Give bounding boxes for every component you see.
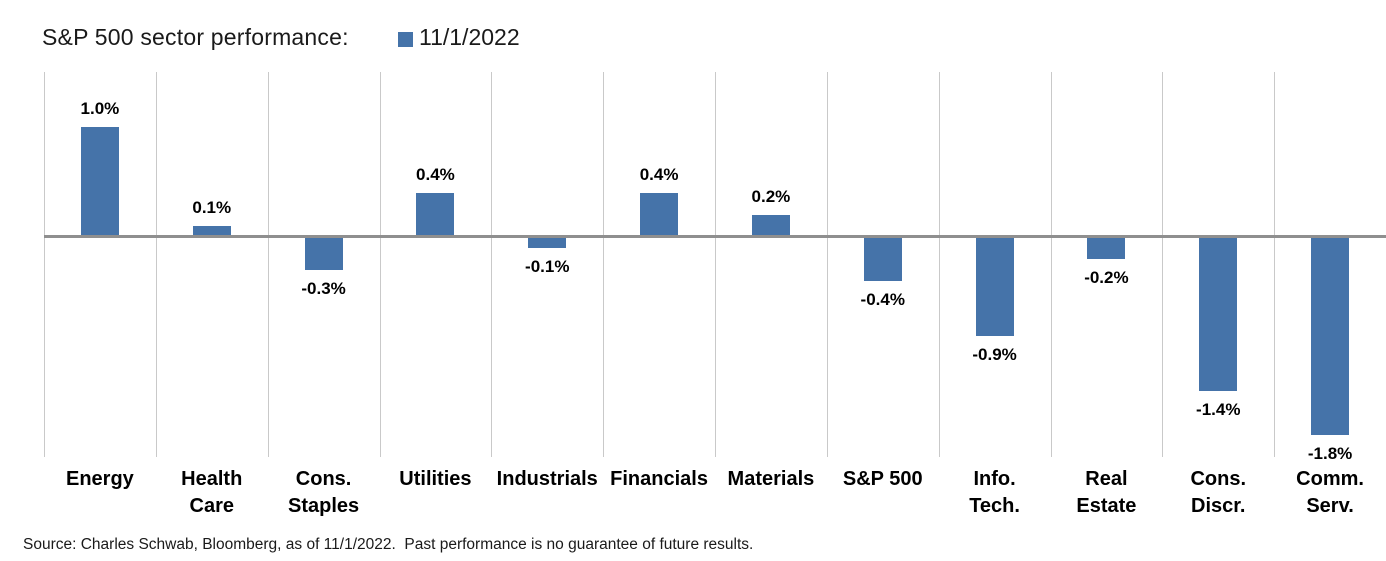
value-label-comm-serv: -1.8% [1307,444,1353,463]
value-label-materials: 0.2% [751,187,791,206]
chart-title: S&P 500 sector performance: [42,24,349,50]
gridline-column-info-tech [938,72,1051,457]
x-axis-label-comm-serv: Comm. Serv. [1296,468,1364,517]
x-axis-label-cons-staples: Cons. Staples [287,468,360,517]
bar-info-tech [975,237,1014,336]
gridline-column-industrials [491,72,603,457]
zero-axis-line [44,235,1386,238]
x-axis-label-materials: Materials [727,468,815,490]
x-axis-label-info-tech: Info. Tech. [969,468,1020,517]
value-label-cons-discr: -1.4% [1196,400,1241,419]
value-label-financials: 0.4% [639,165,679,184]
x-axis-label-financials: Financials [610,468,708,490]
legend-swatch-icon [398,31,413,47]
value-label-utilities: 0.4% [416,165,455,184]
gridline-column-utilities [379,72,492,457]
gridline-column-financials [603,72,715,457]
gridline-column-cons-staples [267,72,380,457]
value-label-s-p-500: -0.4% [860,290,905,309]
gridline-column-cons-discr [1162,72,1274,457]
legend: 11/1/2022 [398,24,520,51]
plot-area: 1.0% 0.1% -0.3% 0.4% -0.1% 0.4% 0.2% -0.4% -0.9%… [44,72,1386,463]
x-axis-label-s-p-500: S&P 500 [842,468,923,490]
gridline-column-health-care [155,72,268,457]
x-axis-label-cons-discr: Cons. Discr. [1190,468,1247,517]
bar-industrials [528,237,567,248]
legend-label: 11/1/2022 [419,24,520,50]
gridline-column-energy [44,72,156,457]
bar-utilities [416,193,455,237]
value-label-real-estate: -0.2% [1084,268,1129,287]
value-label-energy: 1.0% [80,99,120,118]
bar-comm-serv [1311,237,1350,435]
x-axis-label-utilities: Utilities [399,468,472,490]
bar-cons-discr [1199,237,1238,391]
gridline-column-s-p-500 [826,72,939,457]
value-label-info-tech: -0.9% [972,345,1017,364]
x-axis-labels: Energy Health Care Cons. Staples Utilities Ind… [44,466,1386,528]
bar-materials [751,215,790,237]
source-note: Source: Charles Schwab, Bloomberg, as of… [23,536,754,553]
x-axis-label-real-estate: Real Estate [1076,468,1137,517]
gridline-column-materials [715,72,827,457]
gridline-column-comm-serv [1274,72,1386,457]
value-label-cons-staples: -0.3% [301,279,346,298]
x-axis-label-industrials: Industrials [496,468,598,490]
bar-energy [80,127,119,237]
x-axis-label-health-care: Health Care [181,468,243,517]
x-axis-label-energy: Energy [66,468,134,490]
bar-cons-staples [304,237,343,270]
bar-s-p-500 [863,237,902,281]
bar-health-care [192,226,231,237]
bar-real-estate [1087,237,1126,259]
value-label-industrials: -0.1% [525,257,570,276]
gridline-column-real-estate [1050,72,1163,457]
bar-financials [640,193,679,237]
value-label-health-care: 0.1% [192,198,232,217]
